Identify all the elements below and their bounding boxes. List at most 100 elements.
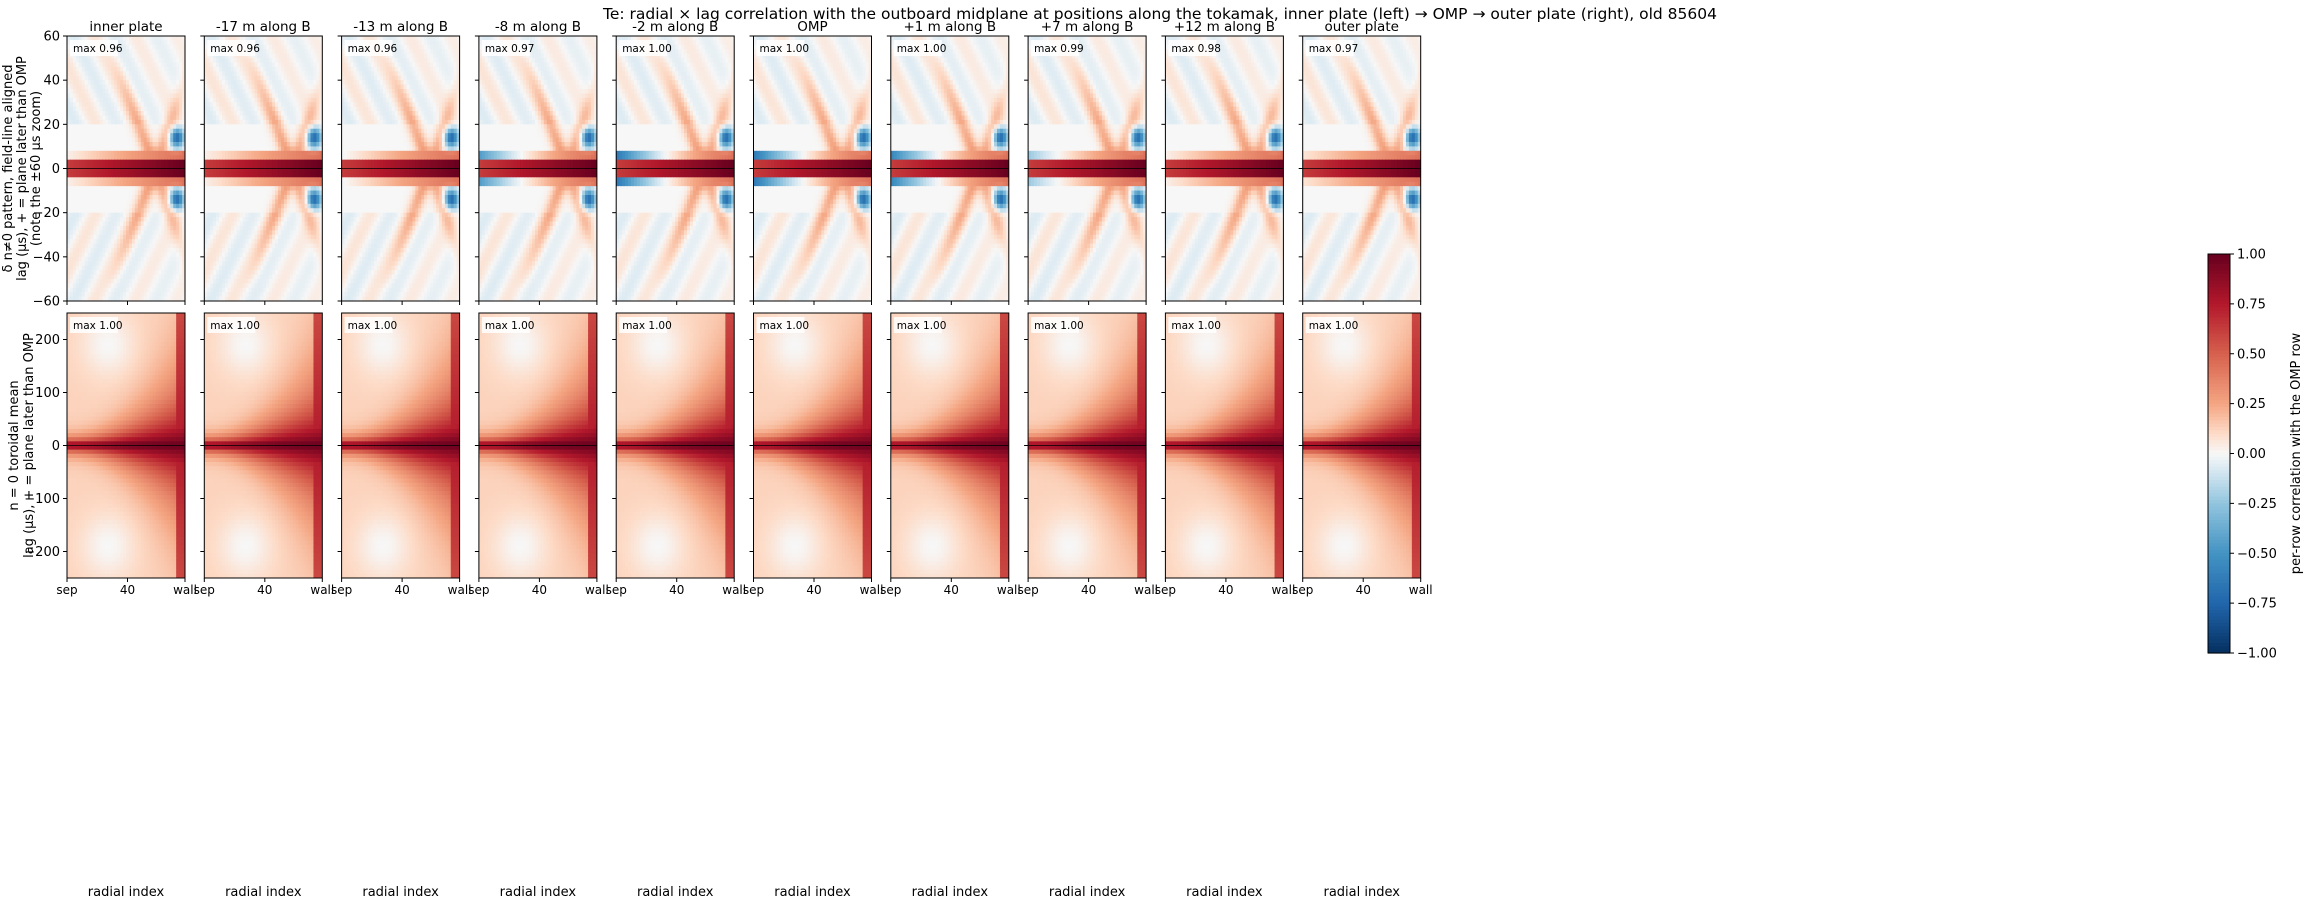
panel-title: -8 m along B	[495, 19, 581, 35]
x-tick-label: wall	[173, 583, 197, 597]
max-label-box	[1305, 40, 1354, 56]
max-label: max 0.96	[348, 43, 398, 55]
x-tick-label: 40	[1356, 583, 1371, 597]
y-tick-label: 20	[43, 118, 60, 133]
panel-title: outer plate	[1324, 19, 1398, 35]
x-tick-label: sep	[743, 583, 764, 597]
x-axis-label: radial index	[225, 885, 302, 900]
max-label-box	[70, 317, 118, 333]
figure-title: Te: radial × lag correlation with the ou…	[602, 5, 1717, 23]
max-label: max 1.00	[1034, 320, 1084, 332]
max-label: max 0.98	[1171, 43, 1221, 55]
panel-title: +7 m along B	[1041, 19, 1134, 35]
y-tick-label: −100	[24, 492, 60, 507]
x-tick-label: sep	[606, 583, 627, 597]
max-label-box	[344, 40, 393, 56]
max-label-box	[207, 40, 256, 56]
y-tick-label: 40	[43, 74, 60, 89]
max-label: max 1.00	[1171, 320, 1221, 332]
heatmap-panel	[753, 313, 872, 578]
x-tick-label: 40	[120, 583, 135, 597]
panel-title: -2 m along B	[632, 19, 718, 35]
colorbar-tick-label: −0.75	[2237, 597, 2277, 612]
max-label: max 1.00	[1309, 320, 1359, 332]
colorbar-tick-label: −0.50	[2237, 547, 2277, 562]
x-axis-label: radial index	[637, 885, 714, 900]
x-tick-label: sep	[1155, 583, 1176, 597]
max-label-box	[344, 317, 393, 333]
x-tick-label: wall	[448, 583, 472, 597]
x-tick-label: 40	[257, 583, 272, 597]
y-tick-label: −20	[33, 206, 60, 221]
x-axis-label: radial index	[362, 885, 439, 900]
max-label: max 1.00	[760, 43, 810, 55]
heatmap-panel	[890, 36, 1009, 301]
y-tick-label: 100	[35, 386, 60, 401]
heatmap-panel	[67, 36, 185, 301]
max-label-box	[207, 317, 256, 333]
max-label-box	[893, 40, 942, 56]
max-label-box	[1031, 317, 1080, 333]
panel-title: -13 m along B	[353, 19, 448, 35]
x-tick-label: 40	[532, 583, 547, 597]
x-tick-label: sep	[194, 583, 215, 597]
y-tick-label: 0	[52, 439, 60, 454]
heatmap-panel	[1165, 36, 1284, 301]
y-tick-label: −60	[33, 295, 60, 310]
y-tick-label: 60	[43, 30, 60, 45]
colorbar-tick-label: 0.25	[2237, 397, 2266, 412]
panel-title: inner plate	[89, 19, 162, 35]
max-label: max 0.97	[485, 43, 535, 55]
max-label-box	[893, 317, 942, 333]
y-tick-label: −200	[24, 545, 60, 560]
heatmap-panel	[890, 313, 1009, 578]
max-label-box	[1305, 317, 1354, 333]
x-axis-label: radial index	[1186, 885, 1263, 900]
y-tick-label: −40	[33, 250, 60, 265]
heatmap-panel	[1028, 36, 1147, 301]
x-tick-label: sep	[1292, 583, 1313, 597]
colorbar-tick-label: −0.25	[2237, 497, 2277, 512]
heatmap-panel	[1302, 313, 1421, 578]
x-axis-label: radial index	[88, 885, 165, 900]
x-tick-label: wall	[1134, 583, 1158, 597]
y-axis-label: lag (μs), + = plane later than OMP	[22, 333, 37, 558]
max-label: max 0.96	[210, 43, 260, 55]
x-tick-label: sep	[1017, 583, 1038, 597]
max-label: max 0.99	[1034, 43, 1084, 55]
max-label: max 1.00	[897, 320, 947, 332]
y-axis-label: (note the ±60 μs zoom)	[29, 91, 44, 246]
x-tick-label: 40	[806, 583, 821, 597]
max-label: max 1.00	[897, 43, 947, 55]
panel-title: -17 m along B	[216, 19, 311, 35]
max-label-box	[619, 40, 668, 56]
x-tick-label: wall	[722, 583, 746, 597]
y-tick-label: 200	[35, 333, 60, 348]
x-tick-label: sep	[468, 583, 489, 597]
x-tick-label: sep	[880, 583, 901, 597]
colorbar-tick-label: −1.00	[2237, 647, 2277, 662]
x-axis-label: radial index	[1049, 885, 1126, 900]
y-axis-label: n = 0 toroidal mean	[7, 380, 22, 510]
heatmap-panel	[204, 36, 323, 301]
heatmap-panel	[753, 36, 872, 301]
colorbar-tick-label: 0.50	[2237, 347, 2266, 362]
x-tick-label: wall	[997, 583, 1021, 597]
x-tick-label: 40	[1218, 583, 1233, 597]
x-tick-label: sep	[331, 583, 352, 597]
x-tick-label: sep	[56, 583, 77, 597]
colorbar-tick-label: 0.75	[2237, 297, 2266, 312]
x-tick-label: 40	[944, 583, 959, 597]
max-label-box	[1168, 317, 1217, 333]
max-label: max 1.00	[760, 320, 810, 332]
x-tick-label: 40	[394, 583, 409, 597]
max-label-box	[70, 40, 118, 56]
panel-title: +1 m along B	[903, 19, 996, 35]
y-axis-label: lag (μs), + = plane later than OMP	[15, 56, 30, 281]
max-label-box	[481, 317, 530, 333]
max-label-box	[619, 317, 668, 333]
x-axis-label: radial index	[774, 885, 851, 900]
y-axis-label: δ n≠0 pattern, field-line aligned	[1, 65, 16, 273]
row-labels: δ n≠0 pattern, field-line aligned lag (μs…	[1, 56, 44, 558]
